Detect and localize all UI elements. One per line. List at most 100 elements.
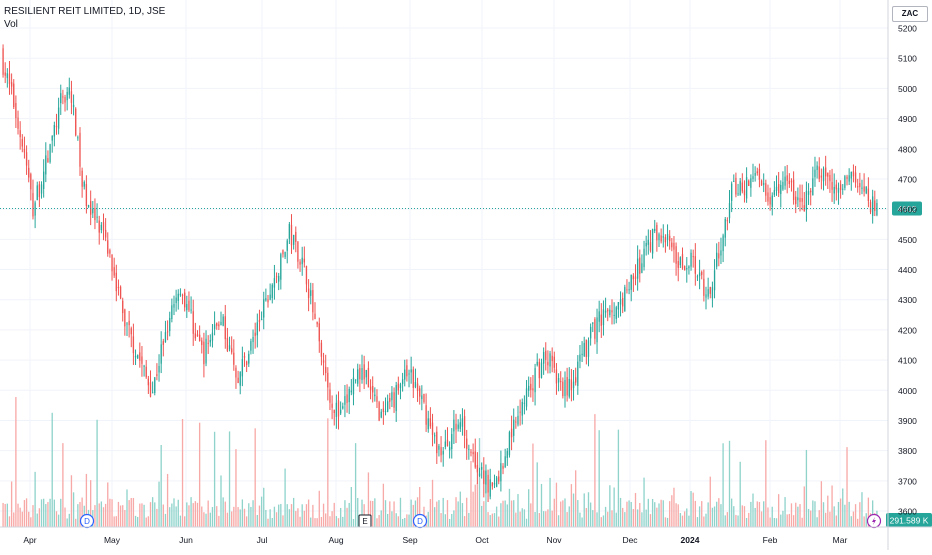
volume-bar: [203, 512, 205, 527]
volume-bar: [662, 500, 664, 527]
candle-body: [628, 289, 630, 291]
volume-bar: [619, 497, 622, 527]
volume-bar: [688, 515, 690, 527]
volume-bar: [470, 460, 472, 527]
volume-bar: [692, 492, 694, 527]
volume-bar: [844, 504, 846, 527]
volume-bar: [461, 503, 464, 527]
candle-body: [865, 186, 867, 194]
volume-bar: [299, 516, 301, 527]
volume-bar: [510, 500, 513, 527]
x-tick-label: Sep: [402, 535, 417, 545]
volume-bar: [760, 511, 763, 527]
candle-body: [205, 338, 207, 364]
candle-body: [169, 317, 171, 332]
volume-bar: [792, 515, 795, 527]
volume-bar: [703, 516, 705, 527]
candle-body: [36, 185, 38, 201]
candle-body: [301, 257, 303, 265]
candle-body: [737, 193, 739, 195]
volume-bar: [427, 511, 429, 527]
volume-bar: [803, 486, 805, 527]
volume-bar: [119, 505, 122, 527]
last-price-badge: [892, 201, 922, 216]
volume-bar: [288, 509, 291, 527]
volume-bar: [440, 513, 442, 527]
candle-body: [162, 341, 164, 345]
volume-bar: [124, 510, 126, 527]
candle-body: [45, 155, 47, 175]
volume-bar: [401, 518, 404, 527]
volume-bar: [2, 502, 4, 527]
volume-bar: [743, 506, 746, 527]
volume-bar: [260, 496, 263, 527]
candle-body: [739, 180, 741, 196]
dividend-icon[interactable]: D: [79, 513, 95, 529]
volume-bar: [224, 501, 226, 527]
volume-bar: [816, 517, 818, 527]
volume-bar: [85, 473, 88, 527]
dividend-icon[interactable]: D: [412, 513, 428, 529]
volume-bar: [397, 516, 399, 527]
volume-bar: [613, 487, 615, 527]
volume-bar: [179, 515, 182, 527]
earnings-icon[interactable]: E: [358, 514, 372, 528]
candle-body: [201, 340, 203, 345]
volume-bar: [718, 498, 720, 527]
candle-body: [419, 388, 421, 397]
candle-body: [171, 305, 173, 319]
candle-body: [504, 456, 506, 468]
volume-bar: [483, 501, 485, 527]
chart-title[interactable]: RESILIENT REIT LIMITED, 1D, JSE: [4, 6, 166, 17]
candle-body: [83, 182, 85, 187]
volume-bar: [842, 488, 844, 527]
candle-body: [622, 298, 624, 307]
volume-bar: [854, 504, 857, 527]
candle-body: [728, 203, 731, 219]
volume-bar: [622, 507, 624, 527]
candle-body: [493, 483, 496, 485]
candle-body: [805, 190, 808, 210]
candle-body: [376, 396, 378, 402]
volume-bar: [602, 515, 605, 527]
candle-body: [510, 428, 513, 438]
x-tick-label: Apr: [23, 535, 36, 545]
volume-bar: [271, 518, 273, 527]
volume-bar: [624, 512, 626, 527]
volume-label[interactable]: Vol: [4, 19, 18, 30]
currency-button[interactable]: ZAC: [892, 6, 928, 22]
candle-body: [53, 125, 56, 137]
volume-bar: [412, 504, 414, 527]
candle-body: [119, 286, 122, 299]
candle-body: [130, 328, 132, 335]
volume-bar: [303, 510, 305, 527]
volume-bar: [100, 501, 103, 527]
candle-body: [654, 228, 656, 231]
volume-bar: [218, 515, 220, 527]
candle-body: [624, 287, 626, 311]
candle-body: [461, 418, 464, 427]
volume-bar: [75, 518, 77, 527]
candle-body: [816, 165, 818, 171]
lightning-icon[interactable]: [866, 513, 882, 529]
candle-body: [701, 271, 703, 275]
last-price-value: 4602: [898, 204, 917, 214]
volume-bar: [286, 504, 288, 527]
candle-body: [587, 340, 590, 357]
volume-bar: [192, 503, 194, 527]
volume-bar: [485, 469, 487, 527]
volume-bar: [528, 489, 530, 527]
candle-body: [726, 220, 729, 222]
candle-body: [314, 313, 316, 320]
candle-body: [316, 321, 318, 325]
volume-bar: [820, 481, 823, 527]
candle-body: [252, 336, 254, 342]
volume-bar: [871, 500, 874, 527]
volume-bar: [837, 501, 840, 527]
candle-body: [145, 366, 147, 378]
candle-body: [698, 272, 701, 277]
volume-bar: [615, 512, 617, 527]
volume-bar: [579, 512, 581, 527]
volume-bar: [525, 518, 528, 527]
